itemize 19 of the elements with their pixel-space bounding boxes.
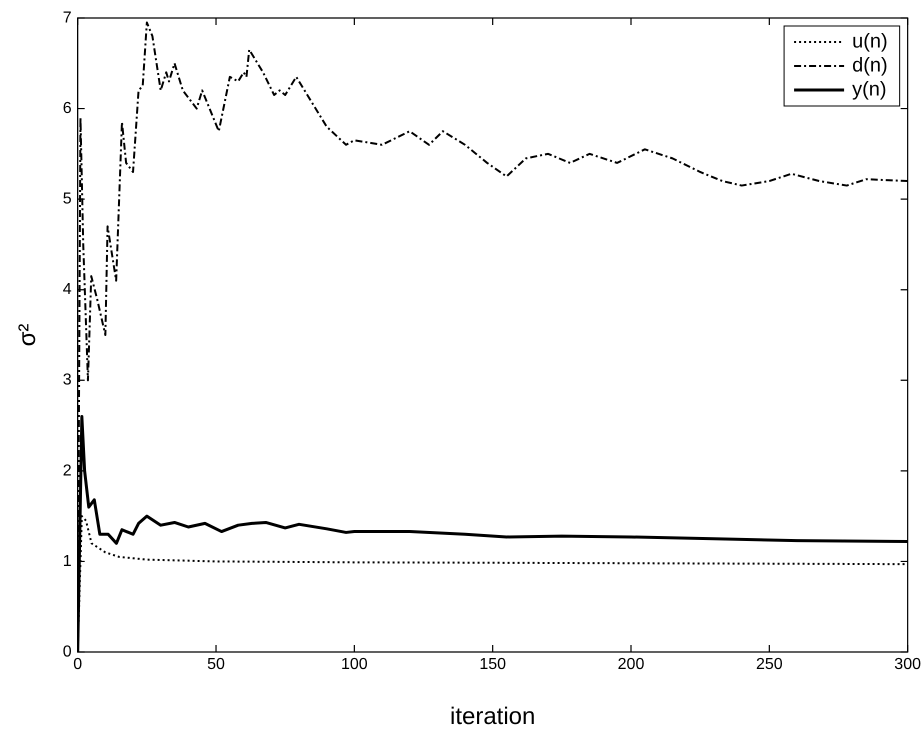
x-tick-label: 50 — [207, 656, 226, 674]
y-tick-label: 2 — [62, 462, 72, 480]
y-tick-label: 7 — [62, 9, 72, 26]
legend-label: u(n) — [852, 30, 888, 53]
x-tick-label: 150 — [479, 656, 506, 674]
y-tick-label: 1 — [62, 552, 72, 570]
y-axis-title: σ² — [14, 324, 42, 346]
legend-label: d(n) — [852, 54, 888, 77]
x-tick-label: 100 — [341, 656, 368, 674]
y-tick-label: 0 — [62, 643, 72, 660]
y-tick-label: 5 — [62, 190, 72, 208]
x-tick-label: 200 — [618, 656, 644, 674]
y-tick-label: 4 — [62, 281, 72, 298]
x-tick-label: 300 — [894, 656, 922, 674]
x-tick-label: 250 — [756, 656, 783, 674]
x-axis-title: iteration — [450, 703, 536, 730]
legend-label: y(n) — [852, 78, 887, 101]
y-tick-label: 6 — [62, 100, 72, 117]
y-tick-label: 3 — [62, 372, 72, 389]
